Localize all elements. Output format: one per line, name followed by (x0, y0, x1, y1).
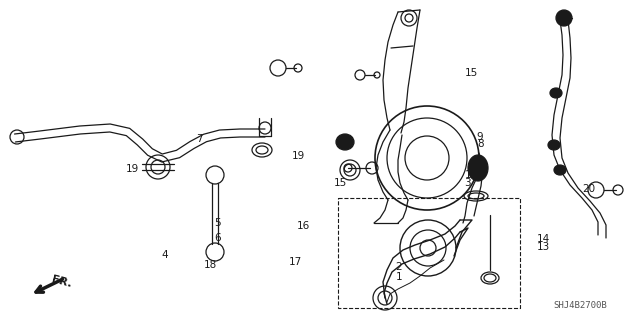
Text: 17: 17 (289, 256, 303, 267)
Text: 7: 7 (196, 134, 202, 144)
Text: 4: 4 (161, 249, 168, 260)
Text: 16: 16 (296, 221, 310, 232)
Ellipse shape (554, 165, 566, 175)
Bar (338, 198, 520, 308)
Text: 9: 9 (477, 131, 483, 142)
Text: 1: 1 (396, 272, 402, 282)
Text: 5: 5 (214, 218, 220, 228)
Circle shape (556, 10, 572, 26)
Text: 13: 13 (536, 242, 550, 252)
Text: 8: 8 (477, 139, 483, 149)
Ellipse shape (336, 134, 354, 150)
Text: 20: 20 (582, 184, 596, 195)
Text: 18: 18 (204, 260, 217, 271)
Text: SHJ4B2700B: SHJ4B2700B (553, 300, 607, 309)
Text: FR.: FR. (50, 275, 72, 289)
Ellipse shape (550, 88, 562, 98)
Ellipse shape (468, 155, 488, 181)
Ellipse shape (548, 140, 560, 150)
Text: 15: 15 (334, 178, 348, 188)
Text: 14: 14 (536, 234, 550, 244)
Text: 3: 3 (465, 178, 471, 189)
Text: 19: 19 (125, 164, 139, 174)
Text: 2: 2 (396, 262, 402, 272)
Text: 6: 6 (214, 233, 220, 243)
Text: 15: 15 (465, 68, 478, 78)
Text: 12: 12 (465, 170, 478, 180)
Text: 19: 19 (292, 151, 305, 161)
